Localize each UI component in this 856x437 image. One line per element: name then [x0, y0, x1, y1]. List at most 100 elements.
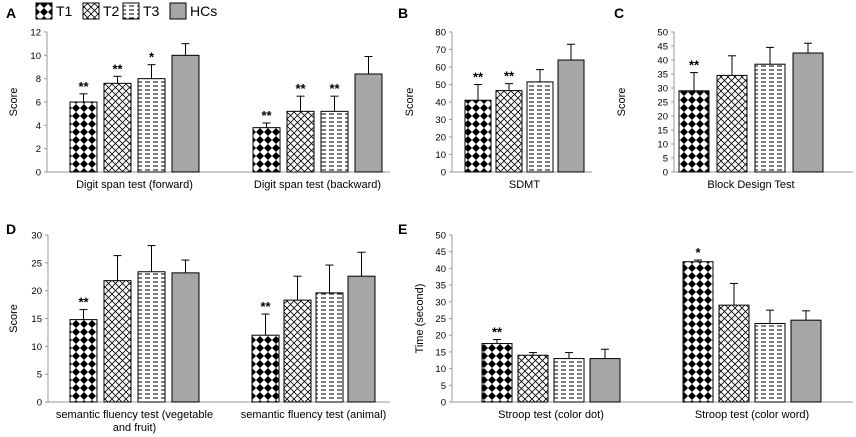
x-category-label: Stroop test (color dot) [498, 409, 604, 421]
y-tick-label: 45 [435, 247, 446, 258]
legend-label-t2: T2 [103, 3, 120, 19]
y-tick-label: 70 [435, 45, 446, 56]
y-tick-label: 0 [441, 168, 446, 179]
y-tick-label: 30 [435, 297, 446, 308]
chart-panel-b: B Score 0 10 20 30 40 50 60 70 80 ** ** SDMT [398, 5, 592, 191]
legend-label-t1: T1 [56, 3, 73, 19]
x-category-label-line: SDMT [509, 179, 540, 191]
y-tick-label: 20 [435, 133, 446, 144]
significance-marker: ** [78, 79, 89, 94]
x-category-label: Digit span test (backward) [254, 179, 381, 191]
significance-marker: ** [261, 108, 272, 123]
y-tick-label: 50 [435, 231, 446, 242]
y-axis-label: Score [616, 88, 628, 117]
x-category-label: semantic fluency test (animal) [241, 409, 387, 421]
y-tick-label: 35 [435, 281, 446, 292]
legend-item-t1: T1 [35, 2, 73, 20]
y-tick-label: 0 [36, 168, 41, 179]
bar-t1 [251, 334, 280, 403]
y-tick-label: 5 [37, 370, 42, 381]
y-tick-label: 45 [657, 42, 668, 53]
y-tick-label: 0 [663, 168, 668, 179]
y-tick-label: 2 [36, 144, 41, 155]
significance-marker: ** [329, 81, 340, 96]
y-tick-label: 10 [657, 140, 668, 151]
significance-marker: ** [689, 58, 700, 73]
x-category-label-line: Digit span test (forward) [76, 179, 193, 191]
y-tick-label: 0 [37, 398, 42, 409]
bar-t3 [137, 271, 166, 403]
x-category-label: SDMT [509, 179, 540, 191]
legend-swatch-t1 [35, 2, 53, 20]
y-tick-label: 50 [657, 28, 668, 39]
bar-t2 [103, 280, 132, 403]
y-axis-label: Score [8, 88, 20, 117]
y-tick-label: 40 [657, 56, 668, 67]
y-tick-label: 30 [31, 231, 42, 242]
bar-t3 [754, 323, 786, 403]
bar-t1 [481, 343, 513, 403]
y-tick-label: 25 [657, 98, 668, 109]
x-category-label-line: Stroop test (color word) [695, 409, 809, 421]
legend-item-hcs: HCs [169, 2, 217, 20]
x-category-label-line: Stroop test (color dot) [498, 409, 604, 421]
bar-t2 [718, 304, 750, 403]
bar-t2 [286, 110, 315, 173]
panel-letter-a: A [6, 5, 16, 21]
bar-hcs [792, 52, 824, 173]
bar-hcs [171, 54, 200, 173]
y-tick-label: 25 [31, 258, 42, 269]
significance-marker: ** [260, 299, 271, 314]
legend-item-t3: T3 [122, 2, 160, 20]
panel-letter-b: B [398, 5, 408, 21]
significance-marker: ** [492, 325, 503, 340]
bar-t1 [69, 101, 98, 173]
y-tick-label: 15 [657, 126, 668, 137]
y-tick-label: 40 [435, 98, 446, 109]
y-axis-label: Score [8, 304, 20, 333]
x-category-label-line: Block Design Test [707, 179, 794, 191]
legend-label-t3: T3 [143, 3, 160, 19]
y-tick-label: 20 [435, 331, 446, 342]
y-tick-label: 10 [30, 51, 41, 62]
bar-t2 [716, 74, 748, 173]
panel-letter-d: D [6, 221, 16, 237]
bar-t2 [495, 90, 523, 173]
bar-hcs [790, 319, 822, 403]
y-tick-label: 80 [435, 28, 446, 39]
chart-panel-e: E Time (second) 0 5 10 15 20 25 30 35 40 45 50 ** Stro… [398, 221, 853, 421]
x-category-label-line: Digit span test (backward) [254, 179, 381, 191]
bar-t1 [252, 127, 281, 173]
y-tick-label: 5 [663, 154, 668, 165]
significance-marker: ** [295, 81, 306, 96]
legend-swatch-t3 [122, 2, 140, 20]
bar-hcs [557, 59, 585, 173]
significance-marker: ** [473, 70, 484, 85]
x-category-label-line: semantic fluency test (animal) [241, 409, 387, 421]
y-tick-label: 20 [31, 286, 42, 297]
legend-item-t2: T2 [82, 2, 120, 20]
significance-marker: ** [78, 295, 89, 310]
y-axis-label: Score [404, 88, 416, 117]
x-category-label: semantic fluency test (vegetable and frui… [56, 409, 213, 434]
y-tick-label: 10 [435, 150, 446, 161]
significance-marker: ** [112, 61, 123, 76]
bar-t3 [137, 78, 166, 173]
bar-t1 [682, 261, 714, 403]
legend-swatch-t2 [82, 2, 100, 20]
bar-t2 [517, 354, 549, 403]
bar-hcs [589, 358, 621, 403]
legend-swatch-hcs [169, 2, 187, 20]
bar-hcs [354, 73, 383, 173]
legend: T1 T2 T3 HCs [35, 2, 217, 20]
x-category-label: Stroop test (color word) [695, 409, 809, 421]
y-tick-label: 6 [36, 98, 41, 109]
y-tick-label: 30 [657, 84, 668, 95]
x-category-label: Digit span test (forward) [76, 179, 193, 191]
y-tick-label: 12 [30, 28, 41, 39]
chart-panel-c: C Score 0 5 10 15 20 25 30 35 40 45 50 ** Block Design… [614, 5, 853, 191]
y-tick-label: 20 [657, 112, 668, 123]
bar-hcs [347, 275, 376, 403]
legend-label-hcs: HCs [190, 3, 217, 19]
